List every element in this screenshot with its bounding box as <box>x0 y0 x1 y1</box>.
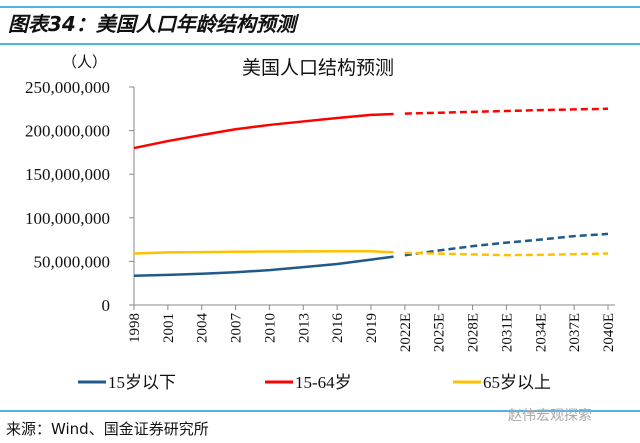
series-line-forecast-2 <box>404 251 609 257</box>
y-tick-label: 250,000,000 <box>25 78 110 97</box>
x-tick-label: 2037E <box>567 313 583 352</box>
legend-label-2: 65岁以上 <box>483 373 551 392</box>
x-tick-label: 1998 <box>127 313 143 343</box>
series-line-actual-0 <box>133 255 394 277</box>
x-tick-label: 2019 <box>364 313 380 343</box>
figure-title: 图表34：美国人口年龄结构预测 <box>8 12 296 36</box>
y-tick-label: 0 <box>102 296 111 315</box>
y-tick-label: 100,000,000 <box>25 209 110 228</box>
x-tick-label: 2028E <box>466 313 482 352</box>
top-rule <box>0 6 640 8</box>
x-tick-label: 2007 <box>229 313 245 344</box>
x-tick-label: 2022E <box>398 313 414 352</box>
series-line-actual-1 <box>133 112 394 150</box>
chart-title: 美国人口结构预测 <box>242 57 394 79</box>
y-tick-label: 200,000,000 <box>25 122 110 141</box>
x-tick-label: 2004 <box>195 313 211 344</box>
bottom-rule <box>0 410 640 412</box>
series-line-actual-2 <box>133 249 394 255</box>
title-rule <box>0 43 640 45</box>
x-tick-label: 2025E <box>432 313 448 352</box>
legend-label-0: 15岁以下 <box>108 373 176 392</box>
y-axis-unit: （人） <box>62 54 107 71</box>
x-tick-label: 2040E <box>601 313 617 352</box>
y-tick-label: 50,000,000 <box>34 252 111 271</box>
source-note: 来源：Wind、国金证券研究所 <box>6 420 209 438</box>
x-tick-label: 2034E <box>533 313 549 352</box>
x-tick-label: 2001 <box>161 313 177 343</box>
line-chart: 美国人口结构预测 （人） 0 50,000,000 100,000,000 150,000… <box>25 54 617 392</box>
watermark: 赵伟宏观探索 <box>508 408 592 424</box>
series-line-forecast-1 <box>404 107 609 115</box>
x-tick-label: 2013 <box>296 313 312 343</box>
x-tick-label: 2031E <box>499 313 515 352</box>
x-tick-label: 2010 <box>262 313 278 343</box>
x-tick-label: 2016 <box>330 313 346 344</box>
series-line-forecast-0 <box>404 232 609 257</box>
y-tick-label: 150,000,000 <box>25 165 110 184</box>
legend-label-1: 15-64岁 <box>295 373 352 392</box>
